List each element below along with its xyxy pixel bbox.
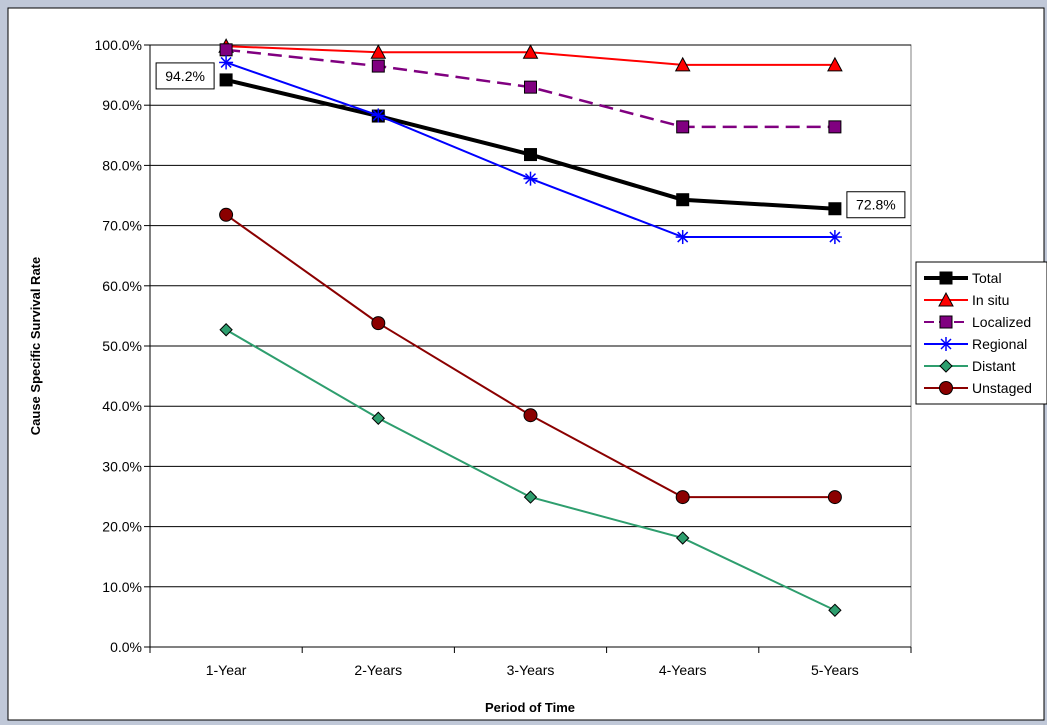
data-point-distant [675,531,690,545]
data-point-total [676,193,690,207]
legend-marker-unstaged [939,381,953,395]
data-label-text: 94.2% [165,68,205,84]
legend-label: In situ [972,292,1009,308]
data-label: 94.2% [155,62,215,90]
x-tick-label: 2-Years [354,662,402,678]
data-point-unstaged [675,490,690,505]
legend-item-total: Total [924,270,1002,286]
legend-item-distant: Distant [924,358,1016,374]
legend-label: Distant [972,358,1016,374]
annotations: 94.2% 72.8% [155,62,906,219]
x-tick-label: 4-Years [659,662,707,678]
legend-label: Localized [972,314,1031,330]
data-point-unstaged [219,207,234,222]
data-point-regional [523,171,538,186]
y-tick-label: 10.0% [102,579,142,595]
y-tick-label: 60.0% [102,278,142,294]
data-point-localized [524,80,537,94]
data-point-total [828,202,842,216]
data-point-distant [523,490,538,504]
data-label: 72.8% [846,191,906,219]
legend-item-localized: Localized [924,314,1031,330]
data-point-total [219,73,233,87]
legend-label: Regional [972,336,1027,352]
legend: Total In situ Localized Regional Distant Unst… [915,261,1047,405]
data-label-text: 72.8% [856,197,896,213]
y-axis-title: Cause Specific Survival Rate [28,257,43,435]
data-point-regional [675,230,690,245]
y-tick-label: 40.0% [102,398,142,414]
legend-marker-distant [939,359,953,373]
legend-item-in-situ: In situ [924,291,1009,308]
data-point-unstaged [371,316,386,331]
y-tick-label: 0.0% [110,639,142,655]
legend-box [915,261,1047,405]
data-point-in-situ [522,44,539,59]
series-distant [219,323,842,617]
series-group [218,38,843,617]
legend-marker-in-situ [938,291,954,307]
y-tick-label: 100.0% [95,37,142,53]
y-tick-label: 50.0% [102,338,142,354]
legend-label: Total [972,270,1002,286]
data-point-distant [828,603,842,617]
legend-item-unstaged: Unstaged [924,380,1032,396]
y-tick-label: 20.0% [102,519,142,535]
y-tick-label: 90.0% [102,97,142,113]
x-tick-label: 1-Year [206,662,247,678]
data-point-regional [371,108,386,123]
axes: 0.0% 10.0% 20.0% 30.0% 40.0% 50.0% 60.0% 70.0% 8… [95,37,912,678]
data-point-localized [676,120,690,134]
legend-label: Unstaged [972,380,1032,396]
series-unstaged [219,207,842,505]
y-tick-label: 30.0% [102,458,142,474]
data-point-distant [219,323,233,337]
data-point-localized [371,59,385,73]
legend-item-regional: Regional [924,336,1027,352]
data-point-localized [828,120,842,134]
legend-marker-localized [939,315,953,329]
x-axis-title: Period of Time [485,700,575,715]
y-tick-label: 70.0% [102,218,142,234]
data-point-regional [827,230,842,245]
data-point-unstaged [827,490,842,505]
data-point-total [524,148,537,162]
series-in-situ [218,38,843,72]
x-tick-label: 5-Years [811,662,859,678]
data-point-in-situ [370,44,387,59]
x-tick-label: 3-Years [507,662,555,678]
legend-marker-regional [939,337,953,351]
legend-marker-total [939,271,953,285]
data-point-unstaged [523,408,538,423]
series-localized [219,43,842,134]
data-point-distant [371,411,386,425]
data-point-regional [219,55,234,70]
y-tick-label: 80.0% [102,157,142,173]
data-point-in-situ [827,56,843,72]
data-point-in-situ [674,56,691,72]
series-regional [219,55,842,245]
data-point-localized [219,43,233,57]
